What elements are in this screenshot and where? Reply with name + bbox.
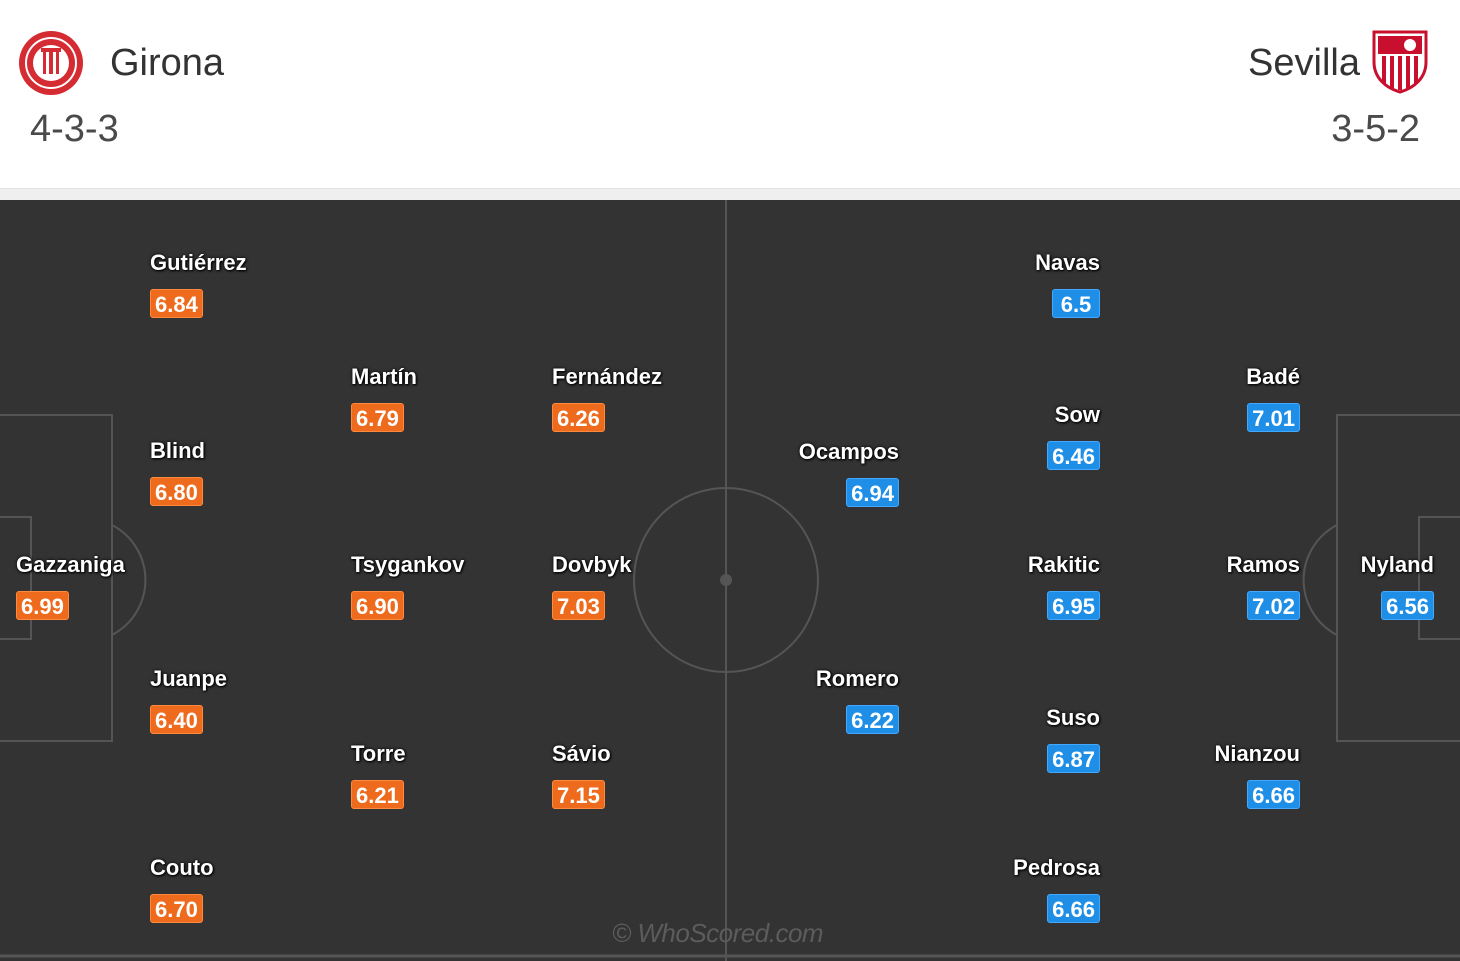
player-rating: 6.79 <box>351 403 404 432</box>
player-name: Blind <box>150 438 205 463</box>
player-rating: 6.46 <box>1047 441 1100 470</box>
player-rating: 6.22 <box>846 705 899 734</box>
player-name: Sow <box>1054 402 1100 427</box>
player-name: Gazzaniga <box>16 552 125 577</box>
sevilla-crest-icon <box>1372 30 1428 94</box>
player-romero[interactable]: Romero 6.22 <box>739 666 899 734</box>
player-name: Rakitic <box>1027 552 1100 577</box>
player-rating: 6.66 <box>1247 780 1300 809</box>
player-name: Couto <box>150 855 214 880</box>
player-name: Gutiérrez <box>150 250 247 275</box>
player-blind[interactable]: Blind 6.80 <box>150 438 310 506</box>
player-name: Nyland <box>1360 552 1434 577</box>
player-rating: 6.94 <box>846 478 899 507</box>
player-name: Pedrosa <box>1013 855 1100 880</box>
watermark: © WhoScored.com <box>612 918 824 948</box>
player-rating: 6.26 <box>552 403 605 432</box>
match-header: Girona 4-3-3 Sevilla 3-5-2 <box>0 0 1460 189</box>
pitch <box>0 200 1460 961</box>
player-rating: 7.03 <box>552 591 605 620</box>
girona-crest-icon <box>19 31 83 95</box>
player-nianzou[interactable]: Nianzou 6.66 <box>1140 741 1300 809</box>
home-team-name[interactable]: Girona <box>110 42 225 84</box>
player-ramos[interactable]: Ramos 7.02 <box>1140 552 1300 620</box>
player-rating: 6.56 <box>1381 591 1434 620</box>
player-nyland[interactable]: Nyland 6.56 <box>1274 552 1434 620</box>
player-savio[interactable]: Sávio 7.15 <box>552 741 712 809</box>
player-name: Tsygankov <box>351 552 465 577</box>
player-name: Badé <box>1246 364 1300 389</box>
player-name: Nianzou <box>1214 741 1300 766</box>
away-formation: 3-5-2 <box>1331 108 1420 150</box>
player-dovbyk[interactable]: Dovbyk 7.03 <box>552 552 712 620</box>
player-rating: 6.70 <box>150 894 203 923</box>
player-pedrosa[interactable]: Pedrosa 6.66 <box>940 855 1100 923</box>
player-name: Navas <box>1035 250 1100 275</box>
player-suso[interactable]: Suso 6.87 <box>940 705 1100 773</box>
player-rating: 6.95 <box>1047 591 1100 620</box>
away-team-name[interactable]: Sevilla <box>1248 42 1360 84</box>
player-rating: 6.87 <box>1047 744 1100 773</box>
player-tsygankov[interactable]: Tsygankov 6.90 <box>351 552 511 620</box>
home-formation: 4-3-3 <box>30 108 119 150</box>
player-name: Suso <box>1046 705 1100 730</box>
player-torre[interactable]: Torre 6.21 <box>351 741 511 809</box>
player-rating: 6.84 <box>150 289 203 318</box>
player-name: Torre <box>351 741 406 766</box>
player-fernandez[interactable]: Fernández 6.26 <box>552 364 712 432</box>
player-name: Juanpe <box>150 666 228 691</box>
player-rating: 7.02 <box>1247 591 1300 620</box>
player-bade[interactable]: Badé 7.01 <box>1140 364 1300 432</box>
player-couto[interactable]: Couto 6.70 <box>150 855 310 923</box>
player-juanpe[interactable]: Juanpe 6.40 <box>150 666 310 734</box>
player-rating: 6.40 <box>150 705 203 734</box>
player-name: Sávio <box>552 741 611 766</box>
player-gutierrez[interactable]: Gutiérrez 6.84 <box>150 250 310 318</box>
player-ocampos[interactable]: Ocampos 6.94 <box>739 439 899 507</box>
player-rakitic[interactable]: Rakitic 6.95 <box>940 552 1100 620</box>
player-rating: 6.66 <box>1047 894 1100 923</box>
player-name: Fernández <box>552 364 663 389</box>
player-rating: 7.01 <box>1247 403 1300 432</box>
player-rating: 6.21 <box>351 780 404 809</box>
player-name: Ramos <box>1226 552 1300 577</box>
player-name: Martín <box>351 364 417 389</box>
player-rating: 6.99 <box>16 591 69 620</box>
player-name: Dovbyk <box>552 552 632 577</box>
player-name: Ocampos <box>798 439 899 464</box>
player-rating: 6.80 <box>150 477 203 506</box>
player-martin[interactable]: Martín 6.79 <box>351 364 511 432</box>
player-sow[interactable]: Sow 6.46 <box>940 402 1100 470</box>
player-rating: 7.15 <box>552 780 605 809</box>
player-rating: 6.90 <box>351 591 404 620</box>
player-navas[interactable]: Navas 6.5 <box>940 250 1100 318</box>
player-name: Romero <box>815 666 899 691</box>
player-gazzaniga[interactable]: Gazzaniga 6.99 <box>16 552 176 620</box>
player-rating: 6.5 <box>1052 289 1100 318</box>
pitch-markings <box>0 200 1460 961</box>
